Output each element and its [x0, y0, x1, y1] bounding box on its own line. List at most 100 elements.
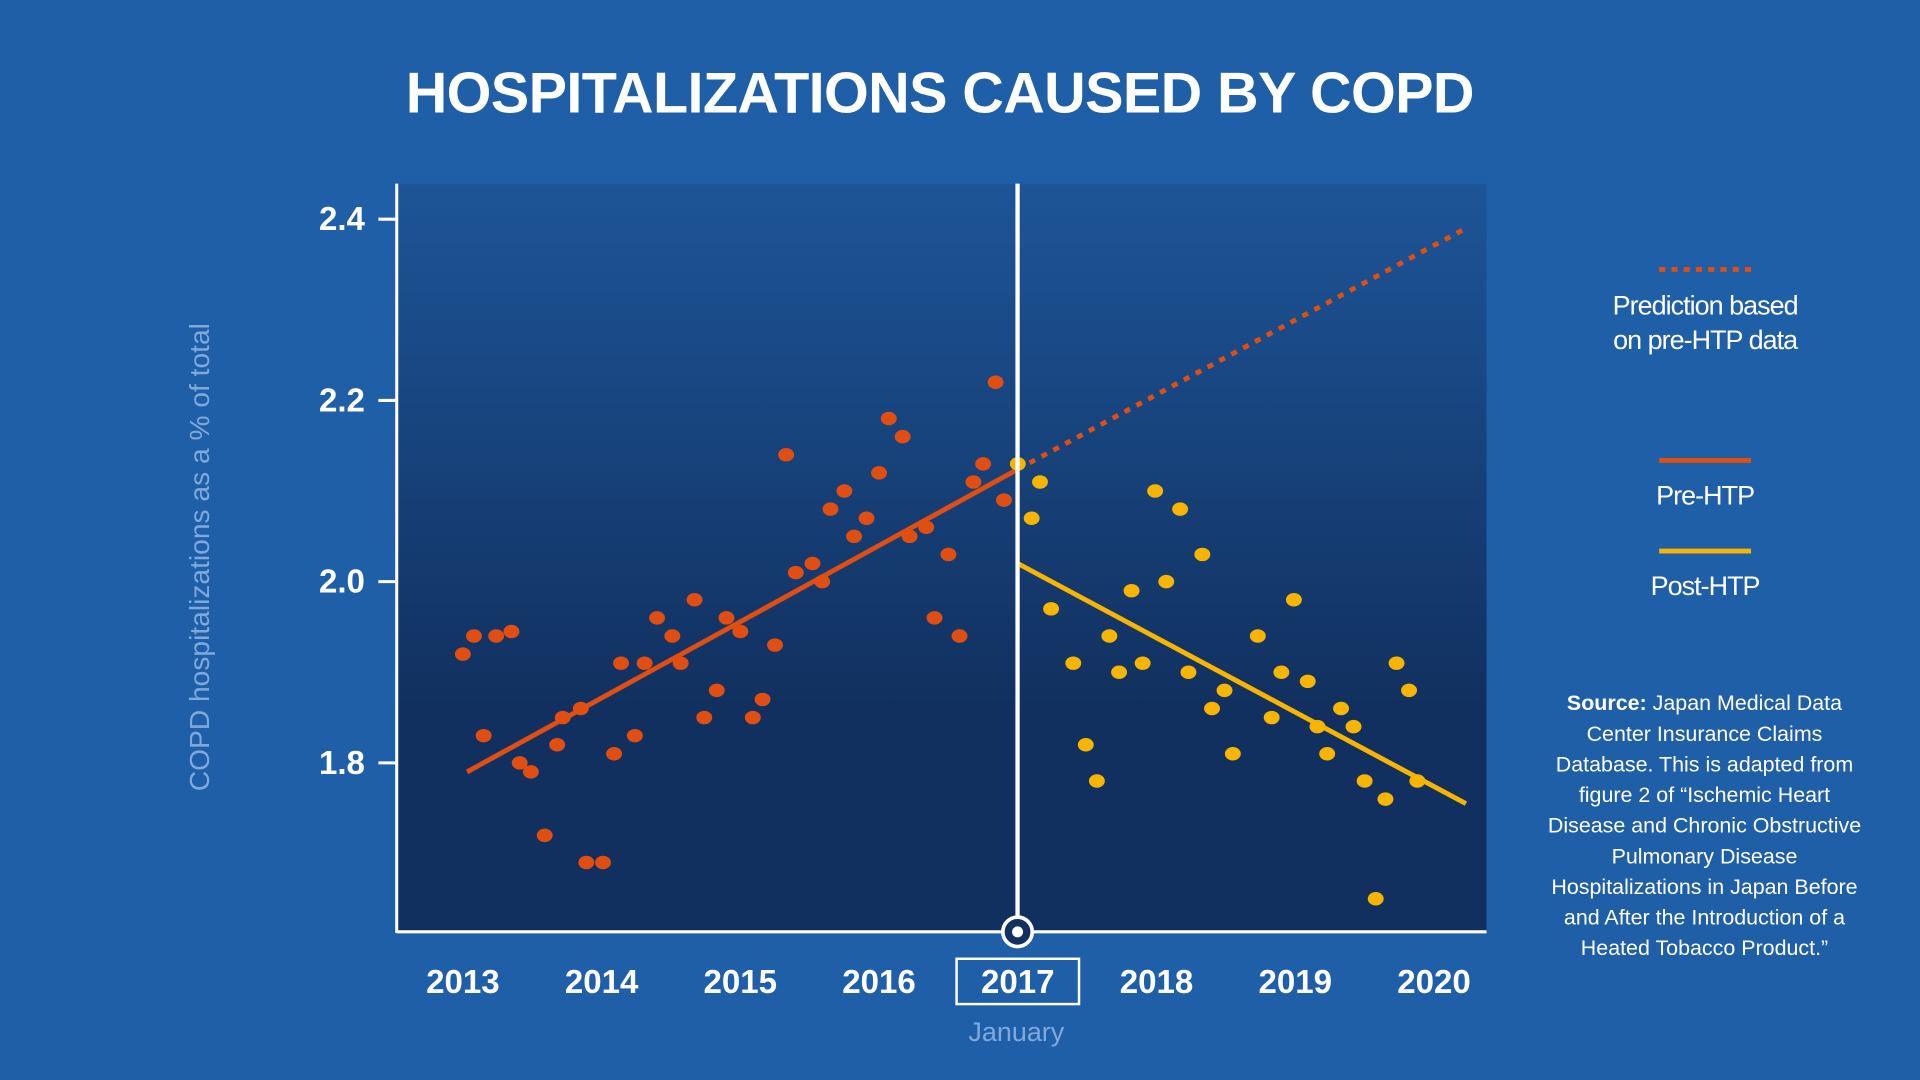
x-tick-label: 2018 [1120, 964, 1194, 1001]
trend-line-prediction-based-on-pre-htp-data [1016, 226, 1468, 472]
timeline-marker-dot [1012, 926, 1024, 938]
data-point-post-htp [1388, 656, 1405, 670]
data-point-pre-htp [951, 629, 968, 643]
data-point-post-htp [1180, 665, 1197, 679]
plot-area [396, 183, 1487, 934]
data-point-post-htp [1101, 629, 1118, 643]
data-point-pre-htp [649, 611, 666, 625]
data-point-pre-htp [975, 457, 992, 471]
y-axis-label: COPD hospitalizations as a % of total [183, 323, 215, 792]
data-point-pre-htp [554, 710, 571, 725]
data-point-pre-htp [926, 611, 943, 625]
x-tick-label: 2019 [1259, 964, 1333, 1001]
data-point-pre-htp [814, 574, 831, 589]
data-point-pre-htp [595, 855, 611, 870]
highlight-tick-box [955, 957, 1081, 1006]
y-tick-label: 1.8 [319, 745, 365, 782]
data-point-pre-htp [880, 411, 897, 426]
data-point-post-htp [1123, 583, 1140, 598]
data-point-post-htp [1043, 602, 1060, 616]
data-point-pre-htp [626, 728, 643, 743]
x-tick-label: 2013 [426, 964, 500, 1001]
y-tick-label: 2.4 [319, 201, 366, 238]
data-point-post-htp [1249, 629, 1266, 643]
data-point-post-htp [1134, 656, 1151, 670]
data-point-pre-htp [754, 692, 771, 707]
data-point-post-htp [1401, 683, 1417, 698]
highlight-annotation: January [968, 1016, 1065, 1047]
data-point-post-htp [1309, 719, 1326, 734]
data-point-pre-htp [636, 656, 653, 670]
data-point-pre-htp [696, 710, 713, 725]
data-point-pre-htp [664, 629, 681, 643]
data-point-pre-htp [503, 624, 520, 639]
data-point-pre-htp [804, 556, 821, 571]
legend-label-pre-htp: Pre-HTP [1656, 480, 1755, 511]
data-point-pre-htp [846, 529, 863, 544]
data-point-pre-htp [465, 629, 482, 643]
data-point-pre-htp [965, 475, 982, 489]
data-point-pre-htp [744, 710, 761, 725]
data-point-post-htp [1158, 574, 1175, 589]
data-point-post-htp [1194, 547, 1211, 562]
data-point-pre-htp [572, 701, 589, 716]
data-point-post-htp [1147, 484, 1164, 498]
page-title: HOSPITALIZATIONS CAUSED BY COPD [405, 60, 1475, 125]
data-point-post-htp [1216, 683, 1233, 698]
data-point-pre-htp [822, 502, 839, 516]
source-label: Source: [1566, 690, 1647, 716]
data-point-pre-htp [858, 511, 875, 525]
data-point-post-htp [1367, 892, 1384, 906]
data-point-pre-htp [732, 624, 749, 639]
data-point-pre-htp [606, 747, 623, 761]
data-point-pre-htp [672, 656, 689, 670]
x-tick-label: 2020 [1397, 964, 1471, 1001]
data-point-post-htp [1224, 747, 1241, 761]
data-point-pre-htp [686, 593, 703, 607]
data-point-post-htp [1299, 674, 1316, 689]
y-tick-label: 2.2 [319, 382, 365, 419]
data-point-post-htp [1333, 701, 1350, 716]
data-point-pre-htp [475, 728, 492, 743]
data-point-pre-htp [613, 656, 629, 670]
data-point-post-htp [1077, 738, 1094, 752]
y-tick-label: 2.0 [319, 564, 365, 601]
data-point-post-htp [1065, 656, 1082, 670]
data-point-pre-htp [894, 429, 911, 444]
data-point-pre-htp [536, 828, 553, 843]
data-point-pre-htp [708, 683, 725, 698]
data-point-pre-htp [871, 466, 888, 480]
data-point-post-htp [1356, 774, 1373, 788]
data-point-pre-htp [522, 765, 539, 779]
data-point-post-htp [1377, 792, 1394, 806]
data-point-pre-htp [778, 448, 795, 462]
source-note: Source: Japan Medical Data Center Insura… [1545, 688, 1863, 964]
x-tick-label: 2017 [981, 964, 1055, 1001]
data-point-post-htp [1023, 511, 1040, 525]
data-point-post-htp [1285, 593, 1302, 607]
legend-label-prediction: Prediction based on pre-HTP data [1612, 290, 1799, 356]
data-point-post-htp [1111, 665, 1128, 679]
data-point-pre-htp [918, 520, 935, 535]
data-point-post-htp [1088, 774, 1105, 788]
data-point-pre-htp [718, 611, 735, 625]
data-point-post-htp [1172, 502, 1189, 516]
data-point-pre-htp [511, 756, 528, 770]
data-point-post-htp [1204, 701, 1220, 716]
data-point-pre-htp [901, 529, 918, 544]
source-text: Japan Medical Data Center Insurance Clai… [1547, 690, 1862, 961]
data-point-pre-htp [995, 493, 1012, 507]
data-point-post-htp [1409, 774, 1426, 788]
data-point-post-htp [1345, 719, 1362, 734]
trend-line-post-htp [1016, 561, 1468, 806]
data-point-pre-htp [549, 738, 566, 752]
data-point-pre-htp [767, 638, 783, 652]
data-point-post-htp [1263, 710, 1280, 725]
data-point-pre-htp [836, 484, 853, 498]
data-point-pre-htp [940, 547, 957, 562]
data-point-post-htp [1273, 665, 1290, 679]
data-point-pre-htp [787, 565, 804, 580]
data-point-pre-htp [578, 855, 595, 870]
legend-label-post-htp: Post-HTP [1650, 570, 1761, 602]
